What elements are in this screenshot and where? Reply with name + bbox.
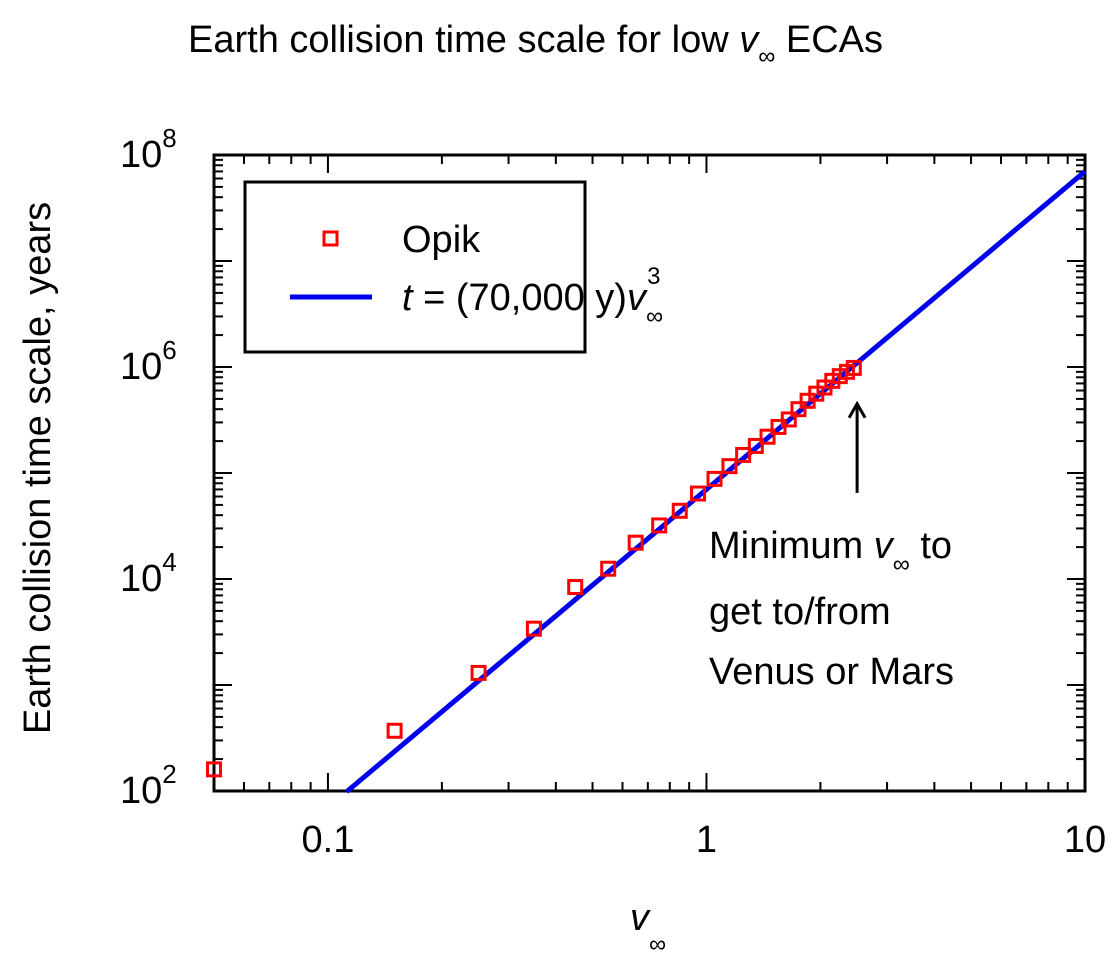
opik-point: [759, 428, 776, 445]
opik-point: [845, 359, 862, 376]
legend-opik-marker: [322, 230, 339, 247]
chart-title: Earth collision time scale for low v∞ EC…: [188, 19, 883, 70]
opik-point: [206, 761, 222, 778]
opik-point: [671, 502, 688, 519]
annotation-arrow-head: [847, 400, 867, 419]
opik-point: [790, 401, 807, 418]
legend-box: [243, 180, 587, 354]
annotation-line-2: get to/from: [709, 591, 891, 633]
legend: Opik t = (70,000 y)v∞3: [243, 180, 663, 354]
y-tick-label: 104: [120, 547, 177, 600]
opik-point: [735, 446, 752, 463]
y-tick-labels: 102 104 106 108: [120, 123, 177, 812]
opik-point: [627, 534, 644, 551]
x-tick-label: 1: [696, 819, 717, 861]
opik-point: [780, 411, 797, 428]
minimum-v-annotation: Minimum v∞ to get to/from Venus or Mars: [709, 400, 954, 693]
opik-point: [747, 437, 764, 454]
legend-fit-label: t = (70,000 y)v∞3: [402, 263, 663, 330]
y-tick-label: 102: [120, 759, 177, 812]
opik-point: [706, 470, 723, 487]
opik-point: [651, 517, 668, 534]
opik-point: [721, 458, 738, 475]
axis-ticks: [213, 155, 1085, 792]
y-tick-label: 108: [120, 123, 177, 176]
y-axis-label: Earth collision time scale, years: [17, 202, 59, 734]
fit-line: [344, 169, 1087, 794]
opik-point: [567, 579, 584, 596]
opik-point: [470, 664, 487, 681]
opik-point: [525, 620, 542, 637]
x-tick-label: 10: [1064, 819, 1106, 861]
opik-point: [690, 485, 707, 502]
opik-point: [386, 722, 403, 739]
x-axis-label: v∞: [630, 897, 666, 958]
annotation-line-3: Venus or Mars: [709, 651, 954, 693]
opik-points: [206, 359, 862, 778]
opik-point: [600, 560, 617, 577]
legend-opik-label: Opik: [402, 219, 481, 261]
x-tick-labels: 0.1 1 10: [302, 819, 1107, 861]
y-tick-label: 106: [120, 335, 177, 388]
x-tick-label: 0.1: [302, 819, 355, 861]
annotation-line-1: Minimum v∞ to: [709, 525, 952, 578]
